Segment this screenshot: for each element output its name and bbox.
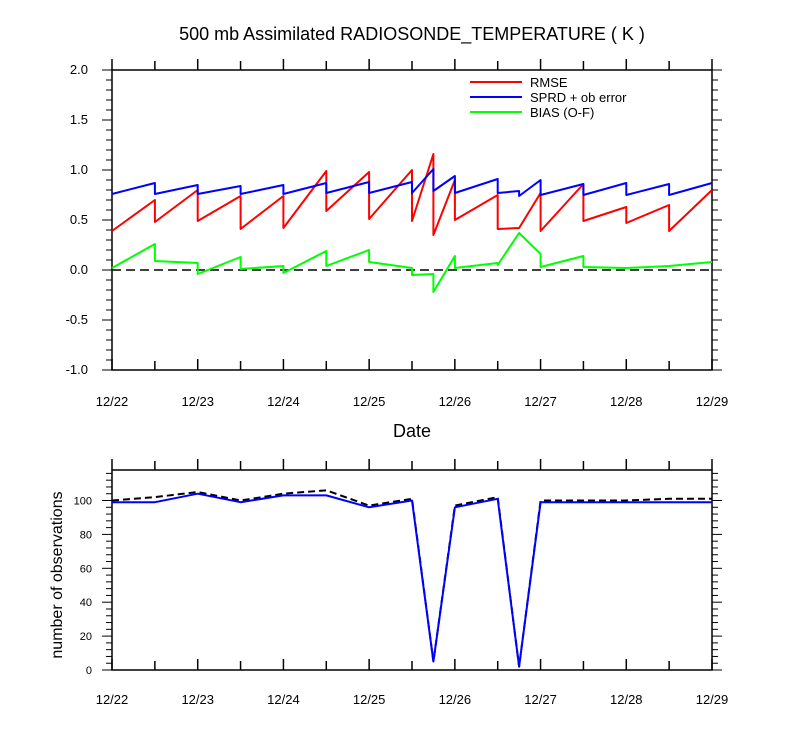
- obs-chart-y-axis-label: number of observations: [49, 491, 66, 658]
- main-chart-y-tick-label: 2.0: [70, 62, 88, 77]
- main-chart-series-sprd-ob-error: [111, 168, 713, 197]
- obs-chart-y-tick-label: 100: [74, 496, 92, 508]
- obs-chart-y-tick-label: 40: [80, 597, 92, 609]
- obs-chart-x-tick-label: 12/24: [267, 692, 300, 707]
- main-chart-x-tick-label: 12/24: [267, 394, 300, 409]
- main-chart-y-tick-label: -0.5: [66, 312, 88, 327]
- obs-chart-x-tick-label: 12/28: [610, 692, 643, 707]
- legend-label: BIAS (O-F): [530, 105, 594, 120]
- main-chart-y-tick-label: 0.0: [70, 262, 88, 277]
- obs-chart-y-tick-label: 80: [80, 529, 92, 541]
- obs-chart-x-tick-label: 12/27: [524, 692, 557, 707]
- obs-chart-x-tick-label: 12/26: [439, 692, 472, 707]
- main-chart-x-tick-label: 12/26: [439, 394, 472, 409]
- main-chart-x-axis-label: Date: [393, 421, 431, 441]
- main-chart-x-tick-label: 12/29: [696, 394, 729, 409]
- obs-chart-y-tick-label: 0: [86, 665, 92, 677]
- main-chart-x-tick-label: 12/28: [610, 394, 643, 409]
- main-chart-plot-area: 12/22 12/23 12/24 12/25 12/26 12/27 12/28 12/29…: [66, 59, 729, 409]
- main-chart-y-tick-label: 1.5: [70, 112, 88, 127]
- main-chart-x-tick-label: 12/22: [96, 394, 129, 409]
- main-chart-y-tick-label: -1.0: [66, 362, 88, 377]
- main-chart-x-tick-label: 12/27: [524, 394, 557, 409]
- main-chart-series-bias-o-f: [111, 232, 713, 293]
- obs-chart-x-tick-label: 12/22: [96, 692, 129, 707]
- main-chart-x-tick-label: 12/23: [181, 394, 214, 409]
- obs-chart-x-tick-label: 12/25: [353, 692, 386, 707]
- obs-chart-x-tick-label: 12/23: [181, 692, 214, 707]
- obs-chart-y-tick-label: 60: [80, 563, 92, 575]
- main-chart-title: 500 mb Assimilated RADIOSONDE_TEMPERATUR…: [179, 24, 645, 45]
- obs-chart-series-total-observations: [111, 489, 712, 668]
- obs-chart-x-tick-label: 12/29: [696, 692, 729, 707]
- obs-chart-series-assimilated-observations: [112, 492, 712, 668]
- main-chart-series-rmse: [111, 153, 713, 236]
- main-chart-y-tick-label: 0.5: [70, 212, 88, 227]
- legend-label: RMSE: [530, 75, 568, 90]
- obs-chart-y-tick-label: 20: [80, 631, 92, 643]
- obs-chart-plot-area: 12/22 12/23 12/24 12/25 12/26 12/27 12/28 12/29…: [74, 459, 729, 707]
- legend-label: SPRD + ob error: [530, 90, 627, 105]
- main-chart-y-tick-label: 1.0: [70, 162, 88, 177]
- main-chart-x-tick-label: 12/25: [353, 394, 386, 409]
